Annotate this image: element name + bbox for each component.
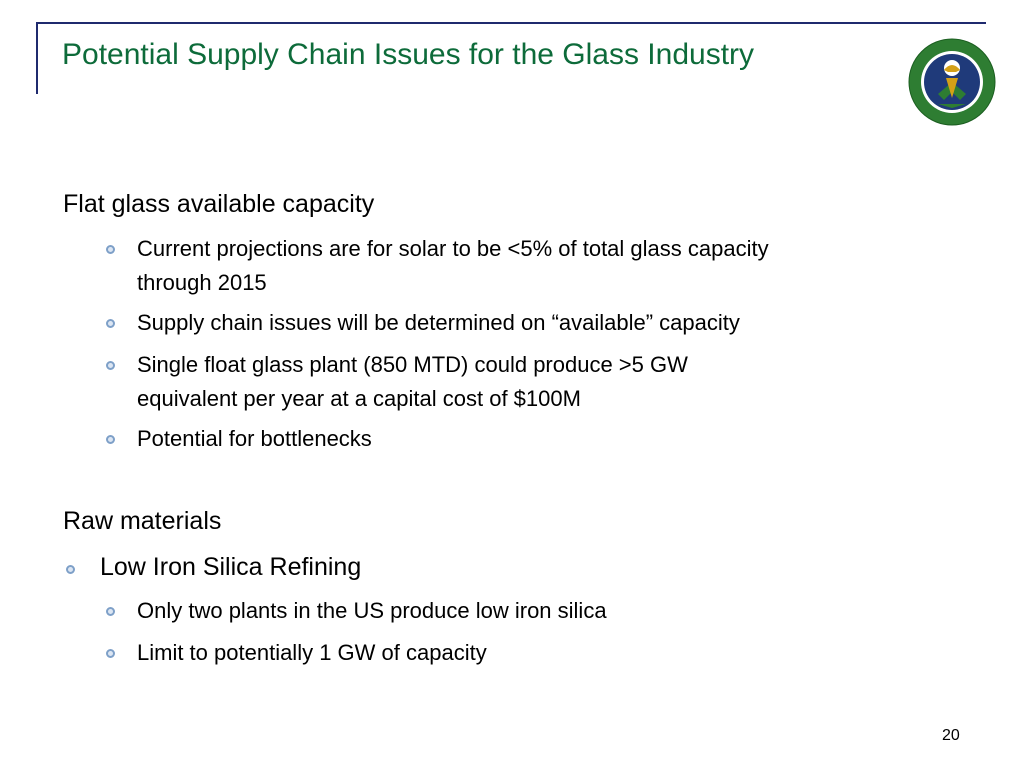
page-number: 20 — [942, 727, 960, 744]
bullet-icon — [66, 565, 75, 574]
section-heading-raw-materials: Raw materials — [63, 507, 222, 535]
bullet-text-line: Only two plants in the US produce low ir… — [137, 598, 607, 623]
list-item: Limit to potentially 1 GW of capacity — [106, 636, 976, 670]
list-item: Potential for bottlenecks — [106, 422, 976, 456]
bullet-text-line: Limit to potentially 1 GW of capacity — [137, 640, 487, 665]
bullet-icon — [106, 319, 115, 328]
bullet-text-line: Current projections are for solar to be … — [137, 236, 769, 261]
top-border-rule — [36, 22, 986, 24]
bullet-icon — [106, 245, 115, 254]
bullet-icon — [106, 649, 115, 658]
left-border-rule — [36, 22, 38, 94]
section-heading-flat-glass: Flat glass available capacity — [63, 190, 375, 218]
list-item: Only two plants in the US produce low ir… — [106, 594, 976, 628]
list-item: Supply chain issues will be determined o… — [106, 306, 976, 340]
bullet-text-line: Supply chain issues will be determined o… — [137, 310, 740, 335]
list-item: Single float glass plant (850 MTD) could… — [106, 348, 976, 416]
bullet-text-line: through 2015 — [137, 270, 267, 295]
list-item: Current projections are for solar to be … — [106, 232, 976, 300]
bullet-text-line: Low Iron Silica Refining — [100, 553, 362, 581]
slide-title: Potential Supply Chain Issues for the Gl… — [62, 38, 755, 71]
list-item: Low Iron Silica Refining — [66, 550, 966, 586]
bullet-icon — [106, 607, 115, 616]
bullet-icon — [106, 361, 115, 370]
bullet-text-line: equivalent per year at a capital cost of… — [137, 386, 581, 411]
bullet-text-line: Single float glass plant (850 MTD) could… — [137, 352, 688, 377]
department-of-energy-seal-logo — [908, 38, 996, 126]
bullet-text-line: Potential for bottlenecks — [137, 426, 372, 451]
bullet-icon — [106, 435, 115, 444]
